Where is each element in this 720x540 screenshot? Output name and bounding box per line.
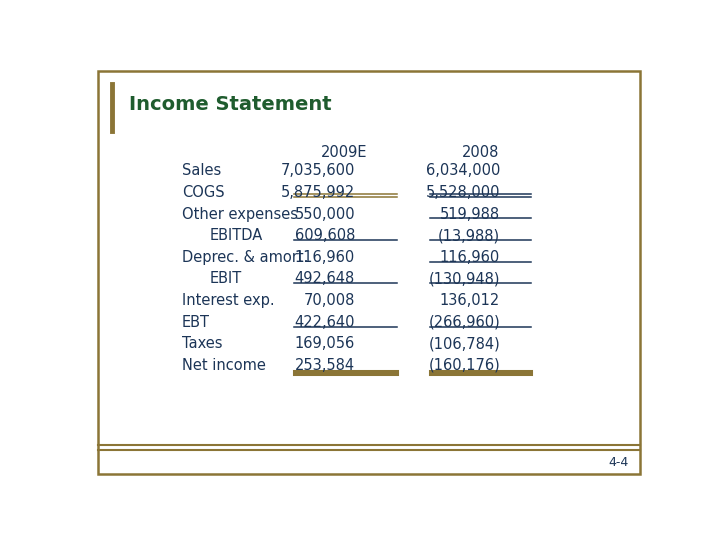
Text: Sales: Sales — [182, 163, 221, 178]
Text: COGS: COGS — [182, 185, 225, 200]
Text: Net income: Net income — [182, 358, 266, 373]
Text: 253,584: 253,584 — [295, 358, 355, 373]
Text: 7,035,600: 7,035,600 — [281, 163, 355, 178]
Text: 136,012: 136,012 — [440, 293, 500, 308]
Text: 519,988: 519,988 — [440, 207, 500, 221]
Text: (106,784): (106,784) — [428, 336, 500, 352]
Text: EBT: EBT — [182, 315, 210, 330]
Text: (266,960): (266,960) — [428, 315, 500, 330]
Text: Other expenses: Other expenses — [182, 207, 298, 221]
Text: (130,948): (130,948) — [428, 272, 500, 286]
Text: 492,648: 492,648 — [294, 272, 355, 286]
Text: 422,640: 422,640 — [294, 315, 355, 330]
Text: 4-4: 4-4 — [608, 456, 629, 469]
Text: 5,875,992: 5,875,992 — [281, 185, 355, 200]
Text: 2009E: 2009E — [320, 145, 367, 160]
Text: 609,608: 609,608 — [294, 228, 355, 243]
Text: 550,000: 550,000 — [294, 207, 355, 221]
Text: 169,056: 169,056 — [294, 336, 355, 352]
Text: Taxes: Taxes — [182, 336, 222, 352]
Text: 6,034,000: 6,034,000 — [426, 163, 500, 178]
Text: 116,960: 116,960 — [440, 250, 500, 265]
Text: Interest exp.: Interest exp. — [182, 293, 275, 308]
Text: EBITDA: EBITDA — [210, 228, 264, 243]
Text: Deprec. & amort.: Deprec. & amort. — [182, 250, 308, 265]
Text: 70,008: 70,008 — [304, 293, 355, 308]
Text: Income Statement: Income Statement — [129, 95, 332, 114]
Text: 116,960: 116,960 — [294, 250, 355, 265]
Text: (13,988): (13,988) — [438, 228, 500, 243]
Text: (160,176): (160,176) — [428, 358, 500, 373]
Text: 5,528,000: 5,528,000 — [426, 185, 500, 200]
Text: 2008: 2008 — [462, 145, 499, 160]
Text: EBIT: EBIT — [210, 272, 242, 286]
